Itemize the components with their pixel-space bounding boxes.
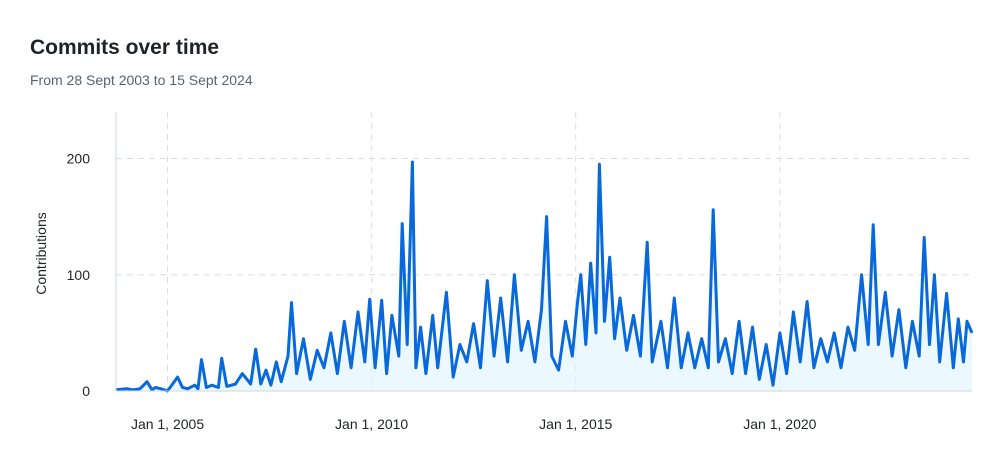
y-tick-label: 0 — [82, 383, 90, 399]
y-tick-label: 200 — [67, 151, 91, 167]
x-tick-label: Jan 1, 2010 — [335, 416, 408, 432]
chart-title: Commits over time — [30, 36, 220, 59]
chart-subtitle: From 28 Sept 2003 to 15 Sept 2024 — [30, 72, 253, 88]
x-axis-ticks: Jan 1, 2005 Jan 1, 2010 Jan 1, 2015 Jan 1, … — [131, 416, 817, 432]
x-tick-label: Jan 1, 2015 — [539, 416, 612, 432]
x-tick-label: Jan 1, 2020 — [743, 416, 816, 432]
y-tick-label: 100 — [67, 267, 91, 283]
y-axis-title: Contributions — [33, 212, 49, 295]
x-tick-label: Jan 1, 2005 — [131, 416, 204, 432]
commits-line — [115, 160, 974, 393]
y-axis-ticks: 0 100 200 — [67, 151, 91, 400]
